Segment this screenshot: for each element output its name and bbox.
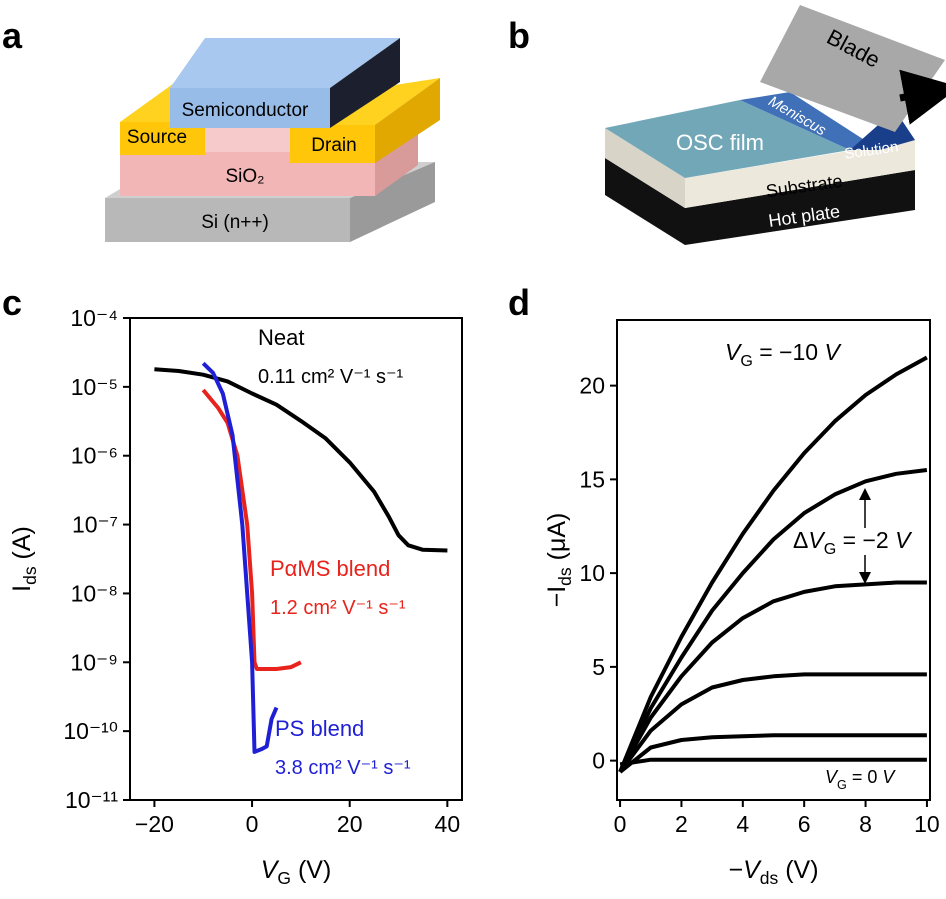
y-tick-label: 20 bbox=[579, 373, 605, 399]
x-axis-title: VG (V) bbox=[261, 856, 332, 888]
data-line bbox=[618, 468, 928, 773]
mobility-label: 3.8 cm² V⁻¹ s⁻¹ bbox=[275, 757, 411, 779]
panel-label: c bbox=[2, 282, 22, 323]
x-tick-label: −20 bbox=[135, 811, 174, 837]
panel-label: a bbox=[2, 15, 23, 56]
panel-label: b bbox=[508, 15, 530, 56]
x-axis-title-part: − bbox=[728, 856, 743, 884]
annotation: VG = 0 V bbox=[825, 767, 896, 792]
y-tick-label: 10⁻⁹ bbox=[70, 649, 118, 675]
data-line bbox=[201, 361, 279, 754]
annotation-part: V bbox=[808, 527, 826, 553]
series-label: Neat bbox=[258, 325, 304, 350]
x-tick-label: 8 bbox=[859, 811, 872, 837]
device-diagram: Semiconductor Source Drain SiO₂ Si (n++) bbox=[105, 38, 440, 242]
x-tick-label: 2 bbox=[675, 811, 688, 837]
coating-diagram: Blade Meniscus Solution OSC film Substra… bbox=[605, 5, 946, 245]
y-axis-title-part: (A) bbox=[8, 526, 36, 566]
y-axis-title-part: I bbox=[8, 585, 36, 592]
annotation-part: G bbox=[837, 778, 847, 792]
y-axis-title: −Ids (μA) bbox=[543, 513, 575, 608]
layer-label: Drain bbox=[311, 135, 356, 156]
annotation-part: = −2 bbox=[836, 527, 895, 553]
panel-label: d bbox=[508, 282, 530, 323]
x-axis-title: −Vds (V) bbox=[728, 856, 818, 888]
y-tick-label: 10⁻¹¹ bbox=[65, 787, 118, 813]
annotation-part: V bbox=[825, 767, 839, 787]
y-tick-label: 10⁻⁷ bbox=[72, 512, 118, 538]
data-line bbox=[618, 733, 927, 774]
data-line bbox=[618, 580, 927, 773]
y-tick-label: 10⁻⁴ bbox=[70, 305, 118, 331]
data-line bbox=[201, 388, 302, 671]
plot-frame bbox=[616, 319, 931, 801]
mobility-label: 0.11 cm² V⁻¹ s⁻¹ bbox=[258, 366, 404, 388]
data-line bbox=[619, 757, 927, 767]
annotation-part: V bbox=[895, 527, 913, 553]
layer-label: Semiconductor bbox=[182, 100, 309, 121]
data-line bbox=[618, 355, 928, 773]
y-tick-label: 5 bbox=[592, 654, 605, 680]
series-label: PS blend bbox=[275, 716, 364, 741]
annotation: ΔVG = −2 V bbox=[793, 527, 913, 558]
x-tick-label: 0 bbox=[246, 811, 259, 837]
x-tick-label: 40 bbox=[435, 811, 461, 837]
annotation-part: Δ bbox=[793, 527, 808, 553]
annotation: VG = −10 V bbox=[725, 339, 843, 370]
annotation-part: V bbox=[882, 767, 896, 787]
layer-label: SiO₂ bbox=[225, 166, 264, 187]
y-tick-label: 10⁻⁵ bbox=[71, 374, 118, 400]
y-axis-title-part: ds bbox=[555, 567, 575, 586]
annotation-part: V bbox=[725, 339, 743, 365]
x-tick-label: 0 bbox=[614, 811, 627, 837]
x-tick-label: 20 bbox=[337, 811, 363, 837]
mobility-label: 1.2 cm² V⁻¹ s⁻¹ bbox=[270, 597, 406, 619]
y-tick-label: 10⁻⁸ bbox=[71, 580, 118, 606]
y-axis-title-part: (μA) bbox=[543, 513, 571, 568]
x-tick-label: 10 bbox=[914, 811, 940, 837]
y-axis-title-part: ds bbox=[20, 566, 40, 585]
data-line bbox=[154, 367, 448, 553]
x-tick-label: 6 bbox=[798, 811, 811, 837]
data-line bbox=[618, 672, 927, 774]
y-tick-label: 10 bbox=[579, 560, 605, 586]
x-axis-title-part: (V) bbox=[778, 856, 818, 884]
layer-label: Source bbox=[127, 127, 187, 148]
x-axis-title-part: V bbox=[261, 856, 280, 884]
annotation-part: = 0 bbox=[847, 767, 883, 787]
y-axis-title-part: −I bbox=[543, 586, 571, 608]
x-tick-label: 4 bbox=[736, 811, 749, 837]
x-axis-title-part: G bbox=[277, 868, 291, 888]
part-label: OSC film bbox=[676, 130, 764, 155]
y-tick-label: 0 bbox=[592, 748, 605, 774]
y-axis-title: Ids (A) bbox=[8, 526, 40, 592]
annotation-part: = −10 bbox=[753, 339, 825, 365]
y-tick-label: 10⁻¹⁰ bbox=[63, 718, 118, 744]
x-axis-title-part: (V) bbox=[291, 856, 331, 884]
annotation-part: G bbox=[740, 352, 753, 370]
y-tick-label: 10⁻⁶ bbox=[71, 443, 118, 469]
layer-label: Si (n++) bbox=[201, 212, 269, 233]
x-axis-title-part: ds bbox=[760, 868, 779, 888]
x-axis-title-part: V bbox=[743, 856, 762, 884]
y-tick-label: 15 bbox=[579, 466, 605, 492]
annotation-part: V bbox=[825, 339, 843, 365]
series-label: PαMS blend bbox=[270, 556, 390, 581]
annotation-part: G bbox=[824, 540, 837, 558]
plot-frame bbox=[129, 317, 463, 801]
